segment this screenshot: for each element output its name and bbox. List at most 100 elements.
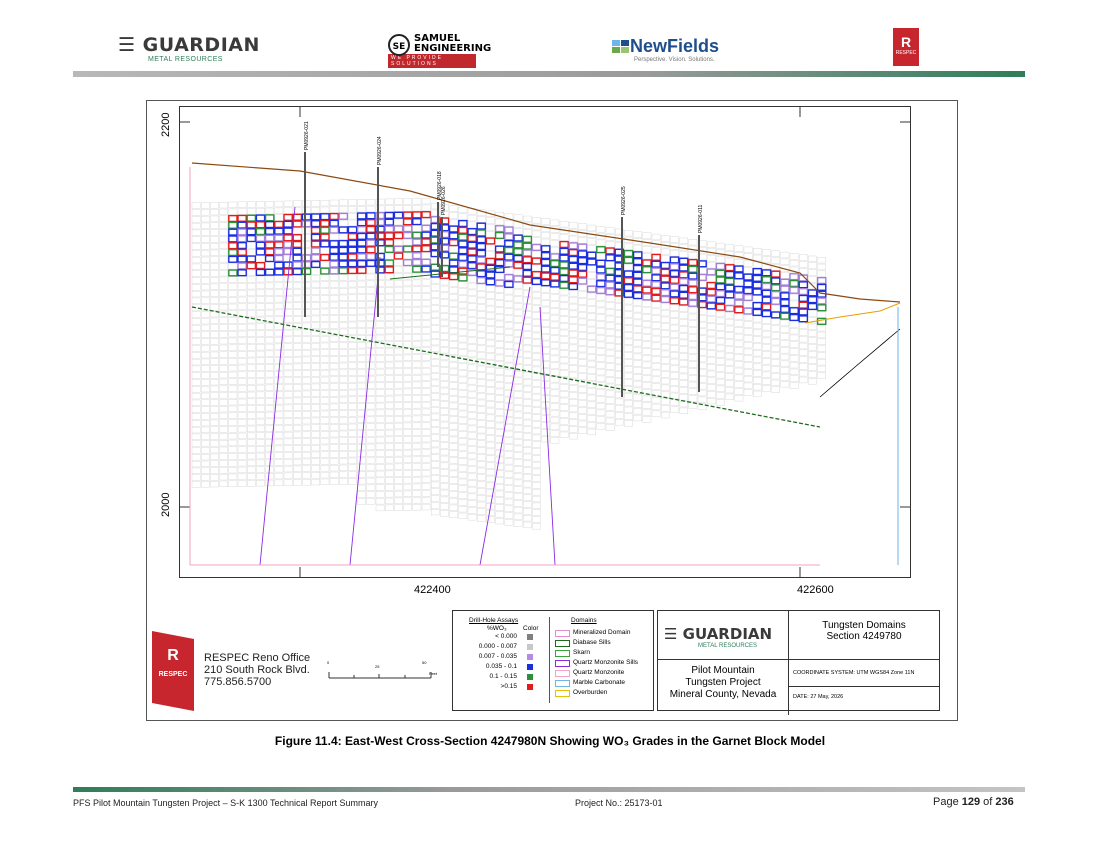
- block-cell: [587, 299, 597, 306]
- map-date: DATE: 27 May, 2026: [793, 694, 844, 700]
- block-cell: [495, 320, 505, 327]
- domain-label: Quartz Monzonite Sills: [573, 659, 639, 666]
- block-cell: [678, 291, 689, 299]
- project-line-2: Tungsten Project: [685, 677, 761, 688]
- block-cell: [421, 327, 431, 334]
- block-cell: [495, 354, 505, 361]
- block-cell: [559, 281, 569, 289]
- block-cell: [366, 464, 376, 471]
- block-cell: [329, 458, 339, 465]
- block-cell: [265, 445, 274, 453]
- block-cell: [605, 254, 615, 262]
- block-cell: [569, 419, 578, 426]
- block-cell: [458, 424, 468, 431]
- block-cell: [670, 352, 679, 359]
- block-cell: [614, 262, 625, 270]
- block-cell: [201, 481, 210, 488]
- block-cell: [338, 458, 348, 465]
- block-cell: [283, 255, 293, 262]
- block-cell: [191, 358, 201, 366]
- block-cell: [201, 324, 210, 331]
- block-cell: [283, 391, 293, 398]
- block-cell: [596, 328, 606, 335]
- block-cell: [237, 392, 247, 399]
- block-cell: [440, 381, 449, 388]
- block-cell: [311, 458, 321, 465]
- block-cell: [219, 338, 228, 345]
- block-cell: [642, 314, 652, 321]
- block-cell: [523, 447, 532, 454]
- title-block-guardian-sub: METAL RESOURCES: [698, 643, 758, 649]
- block-cell: [246, 255, 257, 263]
- block-cell: [256, 364, 265, 371]
- block-cell: [421, 381, 431, 388]
- block-cell: [688, 272, 698, 280]
- block-cell: [504, 226, 514, 234]
- block-cell: [403, 490, 413, 497]
- block-cell: [762, 262, 771, 270]
- block-cell: [338, 233, 348, 240]
- block-cell: [329, 342, 339, 349]
- block-cell: [495, 402, 505, 409]
- block-cell: [302, 322, 311, 329]
- block-cell: [477, 386, 486, 393]
- block-cell: [523, 351, 532, 359]
- block-cell: [761, 303, 772, 311]
- block-cell: [817, 263, 826, 271]
- block-cell: [725, 373, 734, 380]
- block-cell: [661, 309, 670, 317]
- block-cell: [311, 274, 321, 282]
- block-cell: [246, 378, 256, 385]
- block-cell: [237, 480, 247, 487]
- block-cell: [384, 470, 394, 477]
- block-cell: [523, 379, 532, 386]
- block-cell: [357, 342, 367, 349]
- block-cell: [486, 489, 495, 496]
- block-cell: [237, 453, 247, 460]
- block-cell: [550, 253, 560, 261]
- block-cell: [394, 286, 403, 294]
- y-tick-2200: 2200: [160, 112, 172, 137]
- block-cell: [716, 372, 725, 379]
- block-cell: [504, 451, 514, 458]
- block-cell: [375, 355, 385, 362]
- assay-range-label: 0.1 - 0.15: [489, 673, 517, 680]
- block-cell: [329, 383, 339, 390]
- block-cell: [384, 273, 394, 280]
- block-cell: [467, 316, 477, 324]
- block-cell: [752, 267, 763, 276]
- block-cell: [384, 443, 394, 450]
- block-cell: [816, 276, 827, 285]
- block-cell: [246, 201, 256, 208]
- block-cell: [384, 497, 394, 505]
- block-cell: [596, 375, 606, 382]
- block-cell: [504, 444, 514, 451]
- block-cell: [320, 383, 330, 390]
- block-cell: [707, 336, 716, 344]
- block-cell: [495, 395, 505, 402]
- block-cell: [753, 390, 762, 398]
- block-cell: [440, 483, 449, 490]
- block-cell: [569, 310, 578, 317]
- block-cell: [670, 365, 679, 372]
- block-cell: [394, 484, 403, 491]
- block-cell: [246, 276, 256, 283]
- block-cell: [587, 374, 597, 381]
- block-cell: [467, 500, 477, 507]
- block-cell: [191, 324, 201, 332]
- block-cell: [532, 305, 541, 312]
- block-cell: [651, 274, 661, 282]
- block-cell: [458, 370, 468, 377]
- block-cell: [550, 321, 560, 328]
- block-cell: [210, 412, 219, 420]
- block-cell: [348, 355, 357, 363]
- block-cell: [237, 358, 247, 365]
- block-cell: [412, 361, 422, 368]
- block-cell: [495, 300, 505, 307]
- block-cell: [651, 356, 661, 363]
- block-cell: [430, 495, 440, 502]
- block-cell: [448, 273, 459, 281]
- block-cell: [210, 338, 219, 345]
- block-cell: [265, 432, 274, 439]
- block-cell: [246, 221, 257, 229]
